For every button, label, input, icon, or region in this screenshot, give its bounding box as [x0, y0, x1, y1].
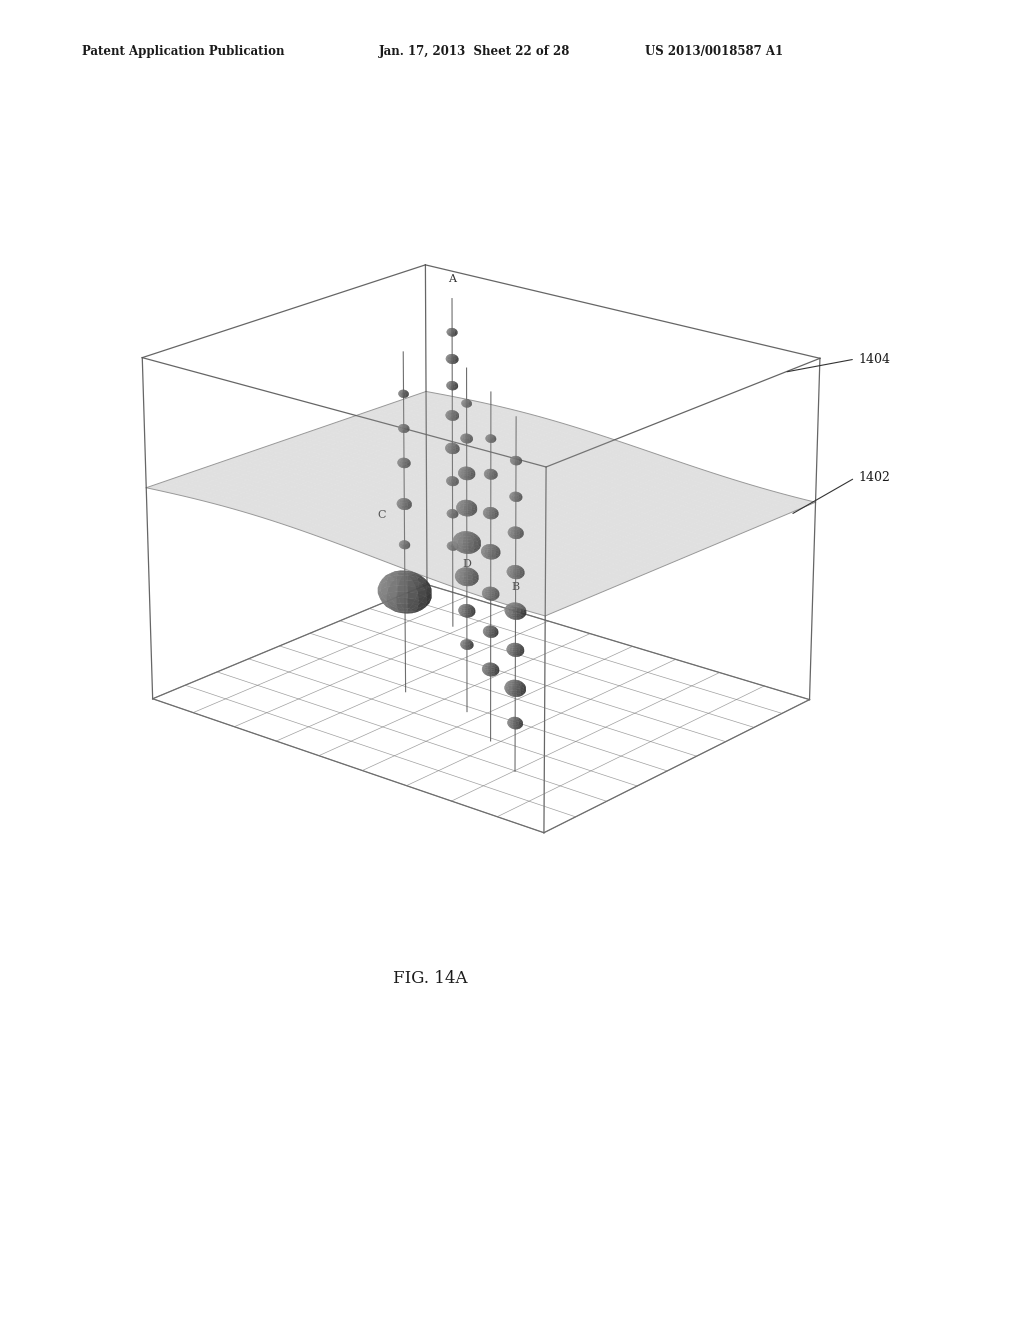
Text: 1404: 1404	[858, 352, 890, 366]
Text: US 2013/0018587 A1: US 2013/0018587 A1	[645, 45, 783, 58]
Text: FIG. 14A: FIG. 14A	[393, 970, 467, 987]
Text: Jan. 17, 2013  Sheet 22 of 28: Jan. 17, 2013 Sheet 22 of 28	[379, 45, 570, 58]
Text: 1402: 1402	[858, 471, 890, 484]
Text: Patent Application Publication: Patent Application Publication	[82, 45, 285, 58]
